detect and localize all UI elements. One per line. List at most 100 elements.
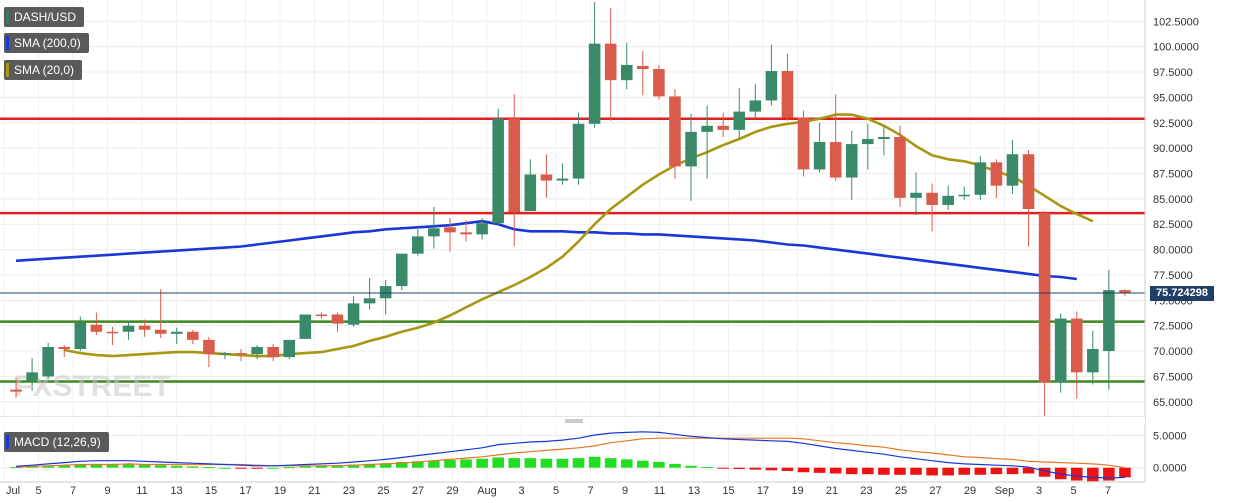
macd-histogram-bar — [926, 467, 938, 476]
macd-histogram-bar — [862, 467, 874, 475]
legend-pair: DASH/USD — [4, 7, 85, 27]
candle-body — [122, 325, 135, 332]
macd-swatch — [6, 435, 9, 449]
macd-histogram-bar — [1038, 467, 1051, 477]
macd-histogram-bar — [958, 467, 971, 475]
candle-body — [26, 372, 38, 381]
macd-histogram-bar — [701, 467, 713, 469]
macd-histogram-bar — [717, 467, 729, 469]
legend-macd-label: MACD (12,26,9) — [14, 435, 101, 449]
x-tick-label: 7 — [1105, 485, 1111, 497]
macd-histogram-bar — [878, 467, 890, 475]
x-tick-label: 21 — [826, 485, 838, 497]
macd-histogram-bar — [540, 458, 553, 468]
main-grid — [0, 0, 1145, 417]
x-tick-label: 23 — [860, 485, 872, 497]
candle-body — [1087, 349, 1099, 373]
y-tick-label: 80.0000 — [1153, 245, 1193, 257]
candle-body — [492, 118, 504, 224]
x-tick-label: 5 — [35, 485, 41, 497]
macd-histogram-bar — [749, 467, 762, 470]
candle-body — [1006, 154, 1019, 186]
macd-histogram-bar — [428, 460, 440, 468]
x-tick-label: 11 — [654, 485, 665, 497]
macd-histogram-bar — [154, 465, 167, 468]
macd-histogram-bar — [524, 458, 537, 468]
candle-body — [395, 253, 408, 287]
macd-histogram-bar — [845, 467, 858, 475]
y-tick-label: 92.5000 — [1153, 118, 1193, 130]
x-tick-label: 25 — [377, 485, 389, 497]
x-tick-label: 5 — [1070, 485, 1076, 497]
x-tick-label: 19 — [791, 485, 803, 497]
legend-sma200-label: SMA (200,0) — [14, 36, 81, 50]
macd-histogram-bar — [187, 466, 199, 468]
candle-body — [363, 298, 376, 304]
x-tick-label: 9 — [104, 485, 110, 497]
macd-histogram-bar — [620, 459, 633, 468]
x-tick-label: 17 — [757, 485, 769, 497]
y-tick-label: 87.5000 — [1153, 168, 1193, 180]
candle-body — [974, 162, 987, 195]
y-tick-label: 5.0000 — [1153, 431, 1187, 443]
candle-body — [203, 339, 215, 355]
y-tick-label: 65.0000 — [1153, 397, 1193, 409]
macd-histogram-bar — [653, 461, 665, 468]
candle-body — [990, 162, 1003, 186]
candle-body — [347, 303, 360, 325]
candle-body — [299, 314, 312, 339]
candle-body — [958, 194, 971, 197]
horizontal-levels — [0, 117, 1145, 383]
candle-body — [379, 286, 392, 299]
macd-histogram-bar — [315, 465, 328, 468]
x-tick-label: 19 — [274, 485, 286, 497]
macd-histogram-bar — [1070, 467, 1083, 481]
x-tick-label: Sep — [995, 485, 1015, 497]
candle-body — [910, 192, 922, 198]
sma200-line — [15, 219, 1077, 281]
y-tick-label: 72.5000 — [1153, 321, 1193, 333]
y-tick-label: 100.0000 — [1153, 42, 1199, 54]
macd-histogram-bar — [829, 467, 842, 474]
x-tick-label: 7 — [587, 485, 593, 497]
y-tick-label: 77.5000 — [1153, 270, 1193, 282]
sma200-swatch — [6, 36, 9, 50]
legend-sma200: SMA (200,0) — [4, 33, 89, 53]
x-tick-label: 23 — [343, 485, 355, 497]
svg-text:FXSTREET: FXSTREET — [14, 370, 171, 403]
macd-histogram-bar — [251, 467, 263, 469]
legend-macd: MACD (12,26,9) — [4, 432, 109, 452]
y-tick-label: 82.5000 — [1153, 219, 1193, 231]
candle-body — [572, 123, 585, 179]
macd-histogram-bar — [363, 463, 376, 468]
candle-body — [331, 314, 344, 324]
macd-histogram-bar — [476, 458, 488, 468]
candle-body — [540, 174, 553, 181]
x-tick-label: 9 — [622, 485, 628, 497]
macd-histogram-bar — [765, 467, 778, 471]
candle-body — [862, 139, 874, 145]
x-tick-label: 27 — [929, 485, 941, 497]
macd-histogram-bar — [331, 465, 344, 468]
x-tick-label: 29 — [446, 485, 458, 497]
macd-histogram-bar — [813, 467, 826, 473]
candle-body — [717, 125, 729, 130]
macd-histogram-bar — [685, 465, 697, 468]
fxstreet-watermark: FXSTREET — [14, 370, 171, 403]
candle-body — [556, 178, 569, 181]
x-tick-label: 15 — [205, 485, 217, 497]
candle-body — [926, 192, 938, 205]
candle-body — [749, 100, 762, 112]
macd-histogram-bar — [412, 461, 424, 468]
macd-histogram-bar — [781, 467, 794, 471]
candle-body — [42, 346, 54, 377]
candle-body — [412, 236, 424, 254]
legend-sma20-label: SMA (20,0) — [14, 63, 75, 77]
pane-divider-handle[interactable] — [0, 417, 1145, 425]
macd-histogram-bar — [42, 465, 54, 468]
axes: 102.5000100.000097.500095.000092.500090.… — [0, 0, 1199, 497]
x-tick-label: 11 — [136, 485, 147, 497]
macd-histogram-bar — [604, 458, 617, 468]
candle-body — [283, 339, 296, 358]
